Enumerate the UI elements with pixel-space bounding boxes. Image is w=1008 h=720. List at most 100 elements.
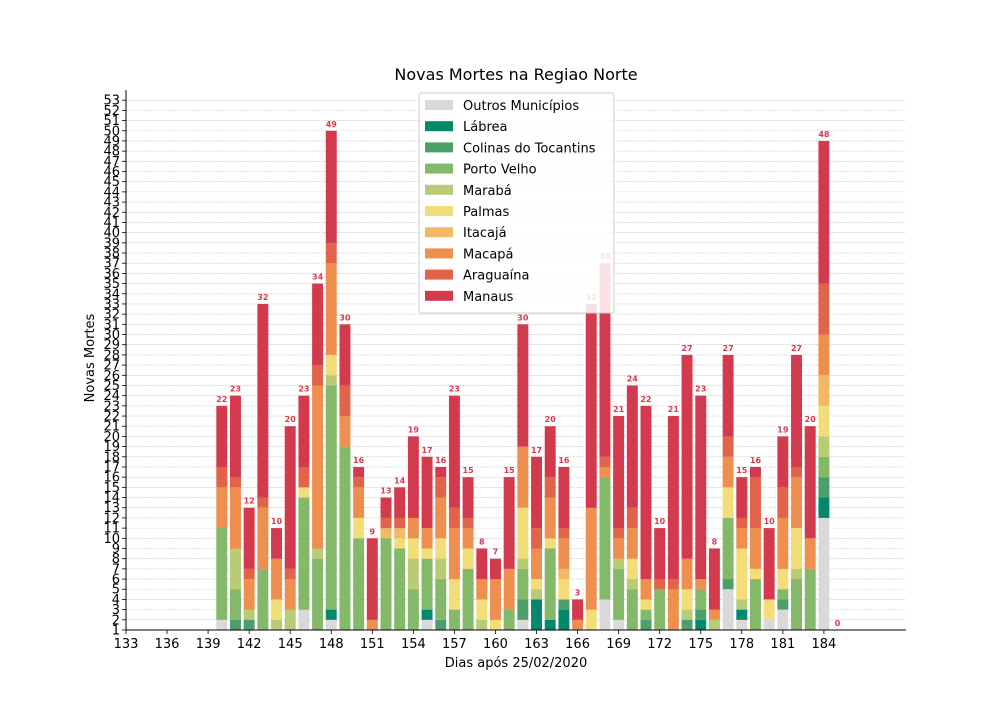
y-tick-label: 48	[103, 145, 120, 160]
y-tick-label: 28	[103, 348, 120, 363]
bar-segment	[558, 538, 570, 569]
bar-segment	[544, 497, 556, 539]
y-tick-label: 14	[103, 491, 120, 506]
bar-segment	[312, 283, 324, 366]
y-tick-label: 47	[103, 155, 120, 170]
bar-segment	[462, 548, 474, 569]
bar-segment	[380, 528, 392, 539]
bar-segment	[230, 477, 241, 488]
x-axis-title: Dias após 25/02/2020	[445, 656, 588, 671]
bar-segment	[681, 354, 693, 559]
y-tick-label: 9	[112, 542, 120, 557]
bar-segment	[216, 466, 228, 488]
bar-segment	[517, 619, 529, 630]
x-tick-label: 142	[237, 637, 262, 652]
bar-segment	[681, 609, 693, 620]
total-label: 10	[654, 517, 666, 526]
chart-title: Novas Mortes na Regiao Norte	[394, 65, 637, 84]
y-tick-label: 29	[103, 338, 120, 353]
bar-segment	[257, 303, 269, 498]
bar-segment	[216, 487, 228, 529]
x-tick-label: 148	[319, 637, 344, 652]
bar-segment	[599, 599, 611, 630]
y-axis-title: Novas Mortes	[83, 313, 98, 402]
y-tick-label: 46	[103, 165, 120, 180]
y-tick-label: 19	[103, 440, 120, 455]
bar-segment	[462, 528, 474, 549]
bar-segment	[230, 395, 241, 478]
legend-label: Outros Municípios	[463, 99, 579, 114]
bar-segment	[667, 416, 679, 580]
y-tick-label: 50	[103, 124, 120, 139]
y-tick-label: 5	[112, 583, 120, 598]
bar-segment	[394, 538, 406, 549]
y-tick-label: 30	[103, 328, 120, 343]
y-tick-label: 25	[103, 379, 120, 394]
legend-label: Araguaína	[463, 269, 529, 284]
bar-segment	[750, 477, 761, 529]
bar-segment	[640, 599, 652, 610]
total-label: 20	[545, 415, 557, 424]
bar-segment	[353, 466, 365, 478]
bar-segment	[490, 558, 501, 580]
bar-segment	[312, 385, 324, 549]
legend-swatch	[425, 142, 453, 153]
total-label: 23	[695, 385, 706, 394]
bar-segment	[544, 619, 556, 630]
bar-segment	[736, 517, 748, 529]
bar-segment	[325, 130, 337, 243]
bar-segment	[230, 487, 241, 549]
bar-segment	[722, 589, 734, 630]
bar-segment	[435, 466, 447, 478]
total-label: 32	[257, 293, 268, 302]
total-label: 21	[668, 405, 680, 414]
bar-segment	[572, 619, 584, 630]
bar-segment	[421, 548, 433, 559]
bar-segment	[613, 558, 625, 569]
total-label: 22	[640, 395, 651, 404]
bar-segment	[613, 528, 625, 539]
total-label: 23	[230, 385, 241, 394]
bar-segment	[763, 528, 775, 600]
x-tick-label: 157	[442, 637, 467, 652]
bar-segment	[503, 568, 515, 610]
bar-segment	[531, 456, 542, 529]
bar-segment	[708, 619, 720, 630]
bar-segment	[476, 548, 488, 580]
bar-segment	[421, 528, 433, 549]
bar-segment	[271, 599, 282, 620]
total-label: 8	[479, 537, 485, 546]
bar-segment	[804, 426, 816, 539]
total-label: 10	[271, 517, 283, 526]
bar-segment	[791, 354, 802, 467]
total-label: 16	[435, 456, 447, 465]
x-tick-label: 172	[647, 637, 672, 652]
bar-segment	[695, 589, 707, 610]
bar-segment	[722, 487, 734, 518]
x-tick-label: 175	[688, 637, 713, 652]
bar-segment	[271, 558, 282, 600]
bar-segment	[736, 599, 748, 610]
legend-swatch	[425, 248, 453, 259]
y-tick-label: 3	[112, 603, 120, 618]
bar-segment	[626, 385, 638, 508]
total-label: 17	[531, 446, 542, 455]
bar-segment	[667, 589, 679, 630]
axes	[125, 90, 906, 631]
bar-segment	[257, 507, 269, 569]
bar-segment	[599, 456, 611, 467]
y-tick-label: 15	[103, 481, 120, 496]
total-label: 27	[791, 344, 802, 353]
total-label: 30	[339, 313, 351, 322]
bar-segment	[298, 395, 310, 467]
bar-segment	[517, 446, 529, 508]
bar-segment	[613, 568, 625, 620]
bar-segment	[640, 619, 652, 630]
bar-segment	[476, 579, 488, 600]
bar-segment	[544, 548, 556, 620]
bar-segment	[490, 619, 501, 630]
y-tick-label: 12	[103, 511, 120, 526]
total-label: 0	[835, 619, 841, 628]
x-tick-label: 184	[811, 637, 836, 652]
bar-segment	[791, 568, 802, 580]
